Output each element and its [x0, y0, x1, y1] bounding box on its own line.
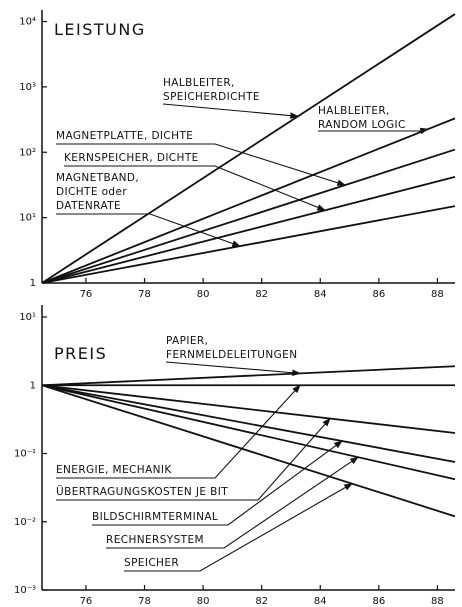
- series-label: MAGNETBAND, DICHTE oder DATENRATE: [56, 172, 140, 212]
- callout-arrow: [56, 384, 301, 479]
- series-label: KERNSPEICHER, DICHTE: [64, 152, 199, 164]
- x-tick-label: 80: [197, 596, 210, 607]
- series-line: [41, 205, 456, 284]
- y-tick-label: 10⁻¹: [14, 449, 36, 460]
- series-label: BILDSCHIRMTERMINAL: [92, 511, 219, 523]
- series-label: ÜBERTRAGUNGSKOSTEN JE BIT: [56, 486, 229, 498]
- series-line: [41, 148, 456, 284]
- x-tick-label: 86: [372, 596, 385, 607]
- x-tick-label: 88: [431, 596, 444, 607]
- series-line: [41, 176, 456, 284]
- x-tick-label: 78: [138, 596, 151, 607]
- callout-arrow: [56, 143, 347, 186]
- callout-arrow: [162, 103, 300, 119]
- series-label: HALBLEITER, RANDOM LOGIC: [318, 105, 406, 131]
- x-tick-label: 76: [80, 289, 93, 300]
- series-label: PAPIER, FERNMELDELEITUNGEN: [166, 335, 298, 361]
- callout-arrow: [106, 456, 359, 549]
- series-line: [41, 13, 456, 284]
- x-tick-label: 86: [372, 289, 385, 300]
- x-tick-label: 80: [197, 289, 210, 300]
- series-label: MAGNETPLATTE, DICHTE: [56, 130, 194, 142]
- y-tick-label: 10²: [19, 147, 36, 158]
- series-label: RECHNERSYSTEM: [106, 534, 204, 546]
- y-tick-label: 10⁴: [19, 17, 36, 28]
- series-label: SPEICHER: [124, 557, 180, 569]
- chart-title: PREIS: [54, 344, 108, 363]
- series-line: [41, 384, 456, 434]
- y-tick-label: 10¹: [19, 312, 36, 323]
- x-tick-label: 84: [314, 596, 327, 607]
- series-line: [41, 384, 456, 481]
- x-tick-label: 84: [314, 289, 327, 300]
- series-line: [41, 384, 456, 518]
- callout-arrow: [64, 165, 327, 211]
- x-tick-label: 76: [80, 596, 93, 607]
- x-tick-label: 88: [431, 289, 444, 300]
- y-tick-label: 10¹: [19, 213, 36, 224]
- x-tick-label: 78: [138, 289, 151, 300]
- callout-arrow: [165, 361, 302, 377]
- series-label: ENERGIE, MECHANIK: [56, 464, 172, 476]
- series-line: [41, 365, 456, 387]
- y-tick-label: 1: [30, 278, 36, 289]
- y-tick-label: 10⁻²: [14, 517, 36, 528]
- y-tick-label: 10⁻³: [14, 585, 36, 596]
- y-tick-label: 10³: [19, 82, 36, 93]
- x-tick-label: 82: [255, 289, 268, 300]
- callout-arrow: [56, 213, 242, 247]
- x-tick-label: 82: [255, 596, 268, 607]
- callout-arrow: [124, 483, 353, 572]
- series-line: [41, 117, 456, 284]
- series-label: HALBLEITER, SPEICHERDICHTE: [163, 77, 260, 103]
- chart-title: LEISTUNG: [54, 20, 146, 39]
- callout-arrow: [318, 127, 430, 135]
- series-line: [41, 384, 456, 463]
- y-tick-label: 1: [30, 380, 36, 391]
